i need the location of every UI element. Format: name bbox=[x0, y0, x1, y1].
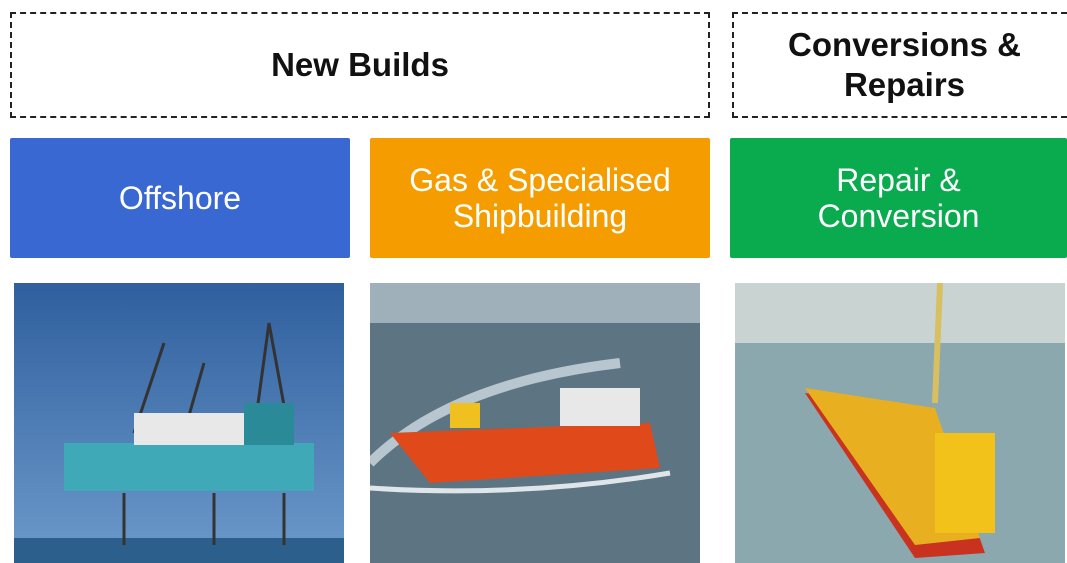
category-offshore: Offshore bbox=[10, 138, 350, 258]
photo-fpso bbox=[735, 283, 1065, 563]
category-label: Offshore bbox=[118, 180, 242, 216]
category-label: Conversion bbox=[817, 198, 980, 234]
group-new-builds: New Builds bbox=[10, 12, 710, 118]
category-gas: Gas & Specialised Shipbuilding bbox=[370, 138, 710, 258]
photo-vessel bbox=[370, 283, 700, 563]
group-label: New Builds bbox=[271, 46, 449, 83]
category-label: Gas & Specialised bbox=[409, 162, 671, 198]
category-repair: Repair & Conversion bbox=[730, 138, 1067, 258]
group-label: Conversions & bbox=[788, 26, 1021, 63]
category-label: Repair & bbox=[836, 162, 961, 198]
group-label: Repairs bbox=[843, 66, 966, 103]
group-conversions: Conversions & Repairs bbox=[732, 12, 1067, 118]
photo-rig bbox=[14, 283, 344, 563]
category-label: Shipbuilding bbox=[452, 198, 628, 234]
